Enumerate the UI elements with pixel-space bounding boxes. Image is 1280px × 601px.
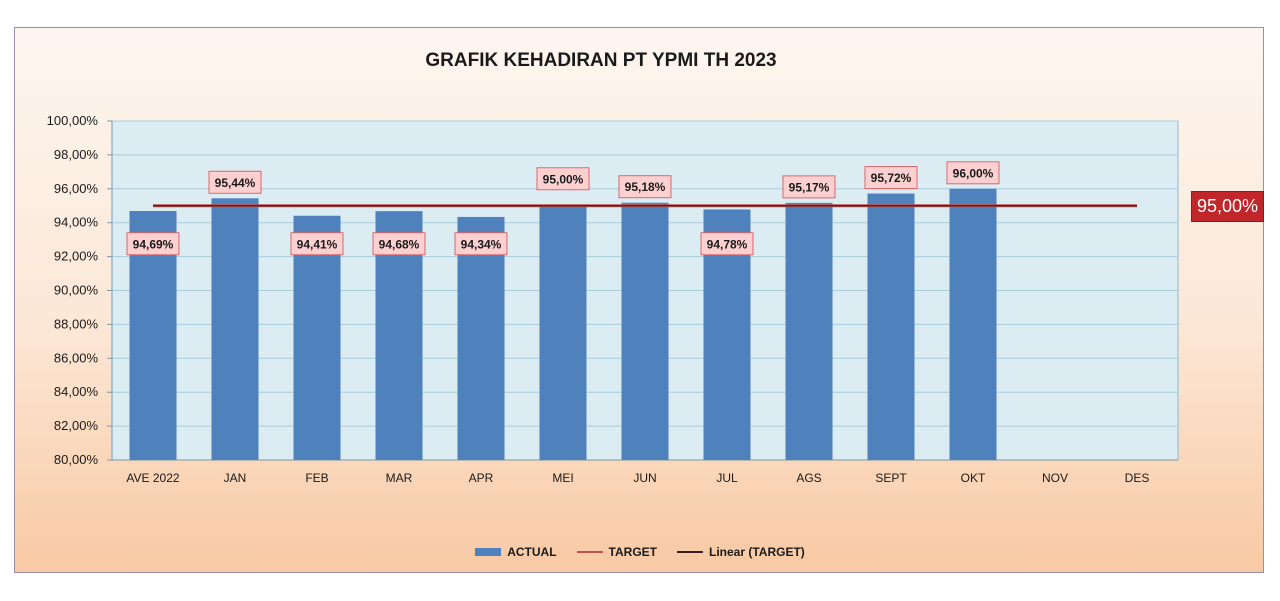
data-label-box xyxy=(372,232,426,256)
data-label: 95,18% xyxy=(625,180,666,194)
x-tick-label: MAR xyxy=(386,471,413,485)
data-label: 96,00% xyxy=(953,166,994,180)
data-label-box xyxy=(208,170,262,194)
y-tick-label: 90,00% xyxy=(54,283,99,298)
bar xyxy=(293,215,341,460)
legend-item-linear: Linear (TARGET) xyxy=(677,545,805,559)
data-label-box xyxy=(126,232,180,256)
data-label-box xyxy=(946,161,1000,185)
y-tick-label: 88,00% xyxy=(54,316,99,331)
bar xyxy=(621,202,669,460)
x-tick-label: JUN xyxy=(633,471,656,485)
y-tick-label: 84,00% xyxy=(54,384,99,399)
y-tick-label: 80,00% xyxy=(54,452,99,467)
legend-item-target: TARGET xyxy=(576,545,657,559)
data-label-box xyxy=(618,175,672,199)
x-tick-label: OKT xyxy=(961,471,986,485)
legend-swatch-actual xyxy=(475,548,502,556)
chart-title: GRAFIK KEHADIRAN PT YPMI TH 2023 xyxy=(425,50,777,71)
data-label: 94,68% xyxy=(379,237,420,251)
y-tick-label: 82,00% xyxy=(54,418,99,433)
data-label: 94,34% xyxy=(461,237,502,251)
y-tick-label: 98,00% xyxy=(54,147,99,162)
x-tick-label: SEPT xyxy=(875,471,907,485)
data-label-box xyxy=(536,167,590,191)
y-tick-label: 92,00% xyxy=(54,249,99,264)
legend-label-actual: ACTUAL xyxy=(507,545,557,559)
bar xyxy=(539,205,587,460)
legend: ACTUAL TARGET Linear (TARGET) xyxy=(0,545,1280,559)
bar xyxy=(785,202,833,460)
data-label-box xyxy=(700,232,754,256)
data-label: 94,69% xyxy=(133,237,174,251)
legend-item-actual: ACTUAL xyxy=(475,545,557,559)
bar xyxy=(949,188,997,461)
y-tick-label: 94,00% xyxy=(54,215,99,230)
data-label-box xyxy=(864,166,918,190)
legend-swatch-linear xyxy=(677,551,703,553)
x-tick-label: NOV xyxy=(1042,471,1068,485)
data-label: 95,00% xyxy=(543,172,584,186)
data-label: 95,72% xyxy=(871,171,912,185)
x-tick-label: MEI xyxy=(552,471,573,485)
data-label-box xyxy=(454,232,508,256)
x-tick-label: APR xyxy=(469,471,494,485)
y-tick-label: 100,00% xyxy=(47,113,99,128)
data-label: 94,78% xyxy=(707,237,748,251)
data-label-box xyxy=(290,232,344,256)
bar xyxy=(211,198,259,461)
target-callout: 95,00% xyxy=(1191,191,1264,222)
data-label: 95,17% xyxy=(789,180,830,194)
bar xyxy=(457,216,505,460)
data-label: 95,44% xyxy=(215,176,256,190)
legend-label-target: TARGET xyxy=(608,545,657,559)
x-tick-label: DES xyxy=(1125,471,1150,485)
x-tick-label: AVE 2022 xyxy=(126,471,179,485)
x-tick-label: AGS xyxy=(796,471,821,485)
bar xyxy=(867,193,915,460)
x-tick-label: JUL xyxy=(716,471,738,485)
y-tick-label: 86,00% xyxy=(54,350,99,365)
legend-label-linear: Linear (TARGET) xyxy=(709,545,805,559)
y-tick-label: 96,00% xyxy=(54,181,99,196)
data-label-box xyxy=(782,175,836,199)
data-label: 94,41% xyxy=(297,237,338,251)
legend-swatch-target xyxy=(576,551,603,553)
x-tick-label: JAN xyxy=(224,471,247,485)
x-tick-label: FEB xyxy=(305,471,328,485)
